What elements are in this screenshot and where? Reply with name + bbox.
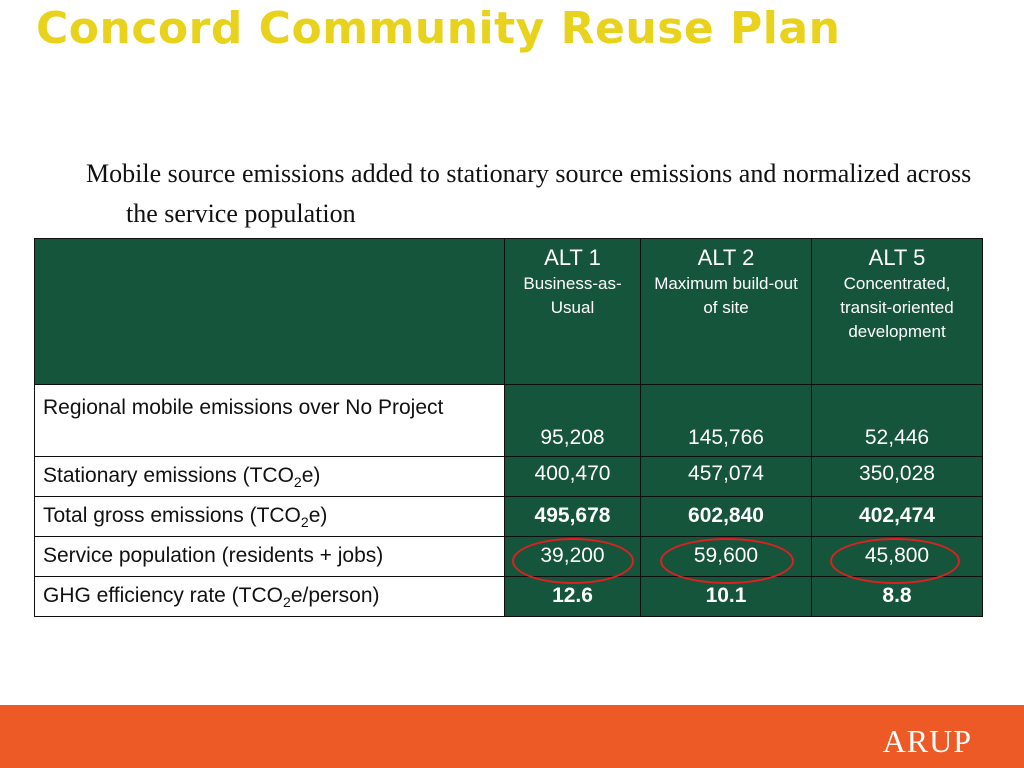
table-cell: 457,074	[640, 456, 812, 497]
slide-title: Concord Community Reuse Plan	[36, 3, 841, 54]
alt-5-name: ALT 5	[868, 245, 926, 270]
highlight-ellipse-alt-2	[660, 538, 794, 584]
table-row: GHG efficiency rate (TCO2e/person) 12.6 …	[34, 576, 983, 617]
row-label-suffix: e)	[308, 504, 328, 527]
highlight-ellipse-alt-5	[830, 538, 960, 584]
header-alt-5: ALT 5 Concentrated, transit-oriented dev…	[811, 238, 983, 385]
table-cell: 400,470	[504, 456, 641, 497]
row-label-text: GHG efficiency rate (TCO	[43, 584, 284, 607]
subscript: 2	[300, 514, 309, 531]
row-label-suffix: e/person)	[290, 584, 380, 607]
alt-5-desc: Concentrated, transit-oriented developme…	[840, 274, 954, 341]
arup-logo: ARUP	[882, 723, 972, 759]
alt-2-name: ALT 2	[697, 245, 755, 270]
row-label: Total gross emissions (TCO2e)	[34, 496, 505, 537]
row-label-suffix: e)	[301, 464, 321, 487]
table-cell: 350,028	[811, 456, 983, 497]
table-cell: 52,446	[811, 384, 983, 457]
table-cell: 402,474	[811, 496, 983, 537]
highlight-ellipse-alt-1	[512, 538, 634, 584]
table-cell: 495,678	[504, 496, 641, 537]
header-alt-2: ALT 2 Maximum build-out of site	[640, 238, 812, 385]
row-label: Service population (residents + jobs)	[34, 536, 505, 577]
footer-bar: ARUP	[0, 705, 1024, 768]
row-label: Regional mobile emissions over No Projec…	[34, 384, 505, 457]
row-label: GHG efficiency rate (TCO2e/person)	[34, 576, 505, 617]
header-alt-1: ALT 1 Business-as-Usual	[504, 238, 641, 385]
header-row: ALT 1 Business-as-Usual ALT 2 Maximum bu…	[34, 238, 983, 385]
row-label-text: Stationary emissions (TCO	[43, 464, 294, 487]
subscript: 2	[293, 474, 302, 491]
table-row: Total gross emissions (TCO2e) 495,678 60…	[34, 496, 983, 537]
header-empty-cell	[34, 238, 505, 385]
row-label-text: Total gross emissions (TCO	[43, 504, 301, 527]
row-label: Stationary emissions (TCO2e)	[34, 456, 505, 497]
table-row: Stationary emissions (TCO2e) 400,470 457…	[34, 456, 983, 497]
alt-1-desc: Business-as-Usual	[523, 274, 622, 317]
alt-2-desc: Maximum build-out of site	[654, 274, 798, 317]
alt-1-name: ALT 1	[544, 245, 601, 270]
table-cell: 602,840	[640, 496, 812, 537]
table-cell: 145,766	[640, 384, 812, 457]
slide-subtitle: Mobile source emissions added to station…	[86, 159, 972, 228]
table-row: Regional mobile emissions over No Projec…	[34, 384, 983, 457]
row-label-text: Regional mobile emissions over No Projec…	[43, 396, 444, 419]
subscript: 2	[283, 594, 291, 611]
table-cell: 95,208	[504, 384, 641, 457]
